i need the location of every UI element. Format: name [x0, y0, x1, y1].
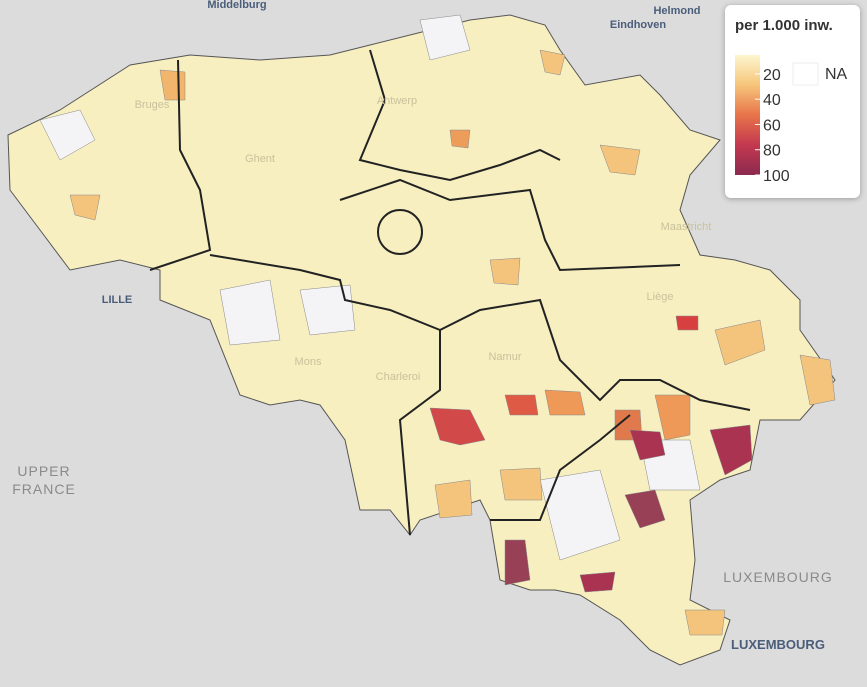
country-base — [7, 14, 836, 666]
legend-title: per 1.000 inw. — [735, 17, 833, 34]
region-label: LUXEMBOURG — [723, 569, 833, 585]
place-label: Antwerp — [377, 95, 417, 107]
color-ramp — [735, 55, 760, 175]
legend-tick-label: 60 — [763, 117, 781, 134]
legend: per 1.000 inw. NA 20 40 60 80 100 — [725, 5, 860, 198]
place-label: Charleroi — [376, 371, 421, 383]
region-label: UPPER FRANCE — [12, 463, 76, 497]
place-label: Helmond — [653, 5, 700, 17]
place-label: Bruges — [135, 99, 170, 111]
place-label: Mons — [295, 356, 322, 368]
place-label: Middelburg — [207, 0, 266, 11]
place-label: Maastricht — [661, 221, 712, 233]
place-label: Ghent — [245, 153, 275, 165]
legend-scale: NA 20 40 60 80 100 — [735, 55, 848, 185]
na-swatch — [792, 62, 819, 86]
place-label: LUXEMBOURG — [731, 637, 825, 652]
province-borders — [149, 49, 751, 536]
na-label: NA — [825, 66, 848, 83]
place-label: Eindhoven — [610, 19, 667, 31]
place-label: LILLE — [102, 294, 133, 306]
legend-tick-label: 20 — [763, 67, 781, 84]
legend-tick-label: 100 — [763, 168, 790, 185]
place-label: Namur — [488, 351, 521, 363]
legend-tick-label: 80 — [763, 143, 781, 160]
municipality-patches — [39, 14, 836, 636]
legend-tick-label: 40 — [763, 92, 781, 109]
place-label: Liège — [647, 291, 674, 303]
